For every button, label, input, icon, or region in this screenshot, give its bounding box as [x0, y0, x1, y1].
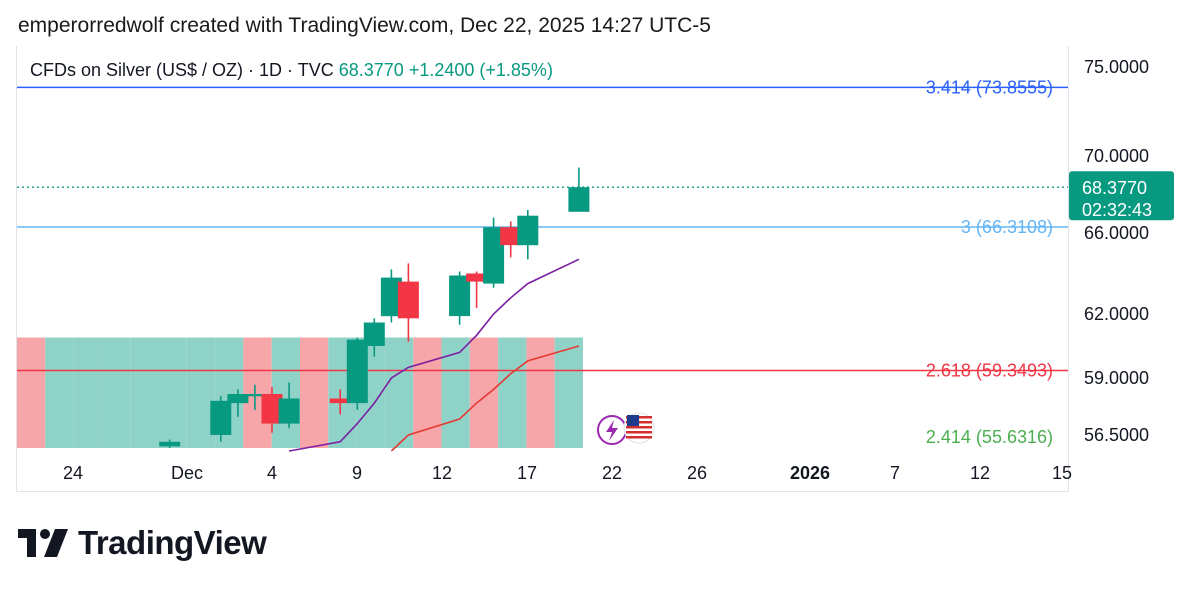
- candle-body: [483, 227, 505, 284]
- y-axis-tick-label: 56.5000: [1084, 425, 1149, 445]
- candle-body: [466, 273, 488, 282]
- zone-band: [526, 337, 555, 448]
- price-chart[interactable]: 3.414 (73.8555) 3 (66.3108) 2.618 (59.3493…: [0, 0, 1200, 500]
- x-axis-tick-label: 12: [970, 463, 990, 483]
- candle-body: [380, 277, 402, 317]
- fib-label: 2.414 (55.6316): [926, 427, 1053, 447]
- x-axis-tick-label: 17: [517, 463, 537, 483]
- legend-change: +1.2400 (+1.85%): [408, 60, 553, 80]
- candle-body: [210, 400, 232, 435]
- y-axis-tick-label: 62.0000: [1084, 304, 1149, 324]
- candle-body: [346, 339, 368, 404]
- y-axis-tick-label: 75.0000: [1084, 57, 1149, 77]
- x-axis-tick-label: 7: [890, 463, 900, 483]
- last-price-badge: [1069, 171, 1174, 221]
- symbol-title: CFDs on Silver (US$ / OZ) · 1D · TVC: [30, 60, 334, 80]
- y-axis-tick-label: 59.0000: [1084, 368, 1149, 388]
- candle-body: [500, 227, 522, 246]
- candle-body: [449, 275, 471, 317]
- y-axis-tick-label: 70.0000: [1084, 146, 1149, 166]
- candle-body: [159, 441, 181, 447]
- candle-body: [278, 398, 300, 424]
- symbol-legend: CFDs on Silver (US$ / OZ) · 1D · TVC 68.…: [30, 60, 553, 81]
- candle-body: [568, 187, 590, 212]
- moving-average-red: [390, 345, 580, 452]
- zone-band: [498, 337, 527, 448]
- candle-body: [363, 322, 385, 346]
- zone-band: [271, 337, 300, 448]
- fib-label: 3.414 (73.8555): [926, 77, 1053, 97]
- zone-band: [101, 337, 131, 448]
- x-axis-tick-label: 26: [687, 463, 707, 483]
- chart-frame: [16, 46, 1069, 492]
- last-price-label: 68.3770: [1082, 178, 1147, 198]
- chart-attribution: emperorredwolf created with TradingView.…: [18, 14, 711, 37]
- candle-body: [244, 394, 266, 397]
- zone-band: [73, 337, 102, 448]
- zone-band: [158, 337, 187, 448]
- countdown-label: 02:32:43: [1082, 200, 1152, 220]
- us-flag-stripe: [626, 431, 652, 434]
- zone-band: [243, 337, 272, 448]
- x-axis-tick-label: 24: [63, 463, 83, 483]
- fib-label: 2.618 (59.3493): [926, 361, 1053, 381]
- zone-band: [300, 337, 329, 448]
- brand-name: TradingView: [78, 524, 267, 561]
- x-axis-tick-label: 4: [267, 463, 277, 483]
- candle-body: [329, 398, 351, 404]
- us-flag-stripe: [626, 426, 652, 429]
- zone-band: [469, 337, 499, 448]
- lightning-bolt-icon: [606, 420, 618, 441]
- moving-average-purple: [288, 258, 580, 452]
- tradingview-brand: TradingView: [18, 524, 267, 562]
- candle-body: [397, 281, 419, 319]
- tradingview-logo-icon: [18, 529, 68, 557]
- candle-body: [227, 394, 249, 404]
- y-axis-tick-label: 66.0000: [1084, 223, 1149, 243]
- legend-price: 68.3770: [338, 60, 404, 80]
- x-axis-tick-label: 12: [432, 463, 452, 483]
- zone-band: [554, 337, 583, 448]
- zone-band: [130, 337, 159, 448]
- x-axis-tick-label: 9: [352, 463, 362, 483]
- candle-body: [517, 215, 539, 246]
- zone-band: [17, 337, 46, 448]
- zone-band: [45, 337, 74, 448]
- us-flag-canton: [627, 415, 639, 426]
- x-axis-tick-label: 22: [602, 463, 622, 483]
- zone-band: [384, 337, 414, 448]
- us-flag-stripe: [626, 436, 652, 439]
- x-axis-tick-label: Dec: [171, 463, 203, 483]
- candle-body: [261, 394, 283, 424]
- fib-label: 3 (66.3108): [961, 217, 1053, 237]
- x-axis-tick-label: 2026: [790, 463, 830, 483]
- x-axis-tick-label: 15: [1052, 463, 1072, 483]
